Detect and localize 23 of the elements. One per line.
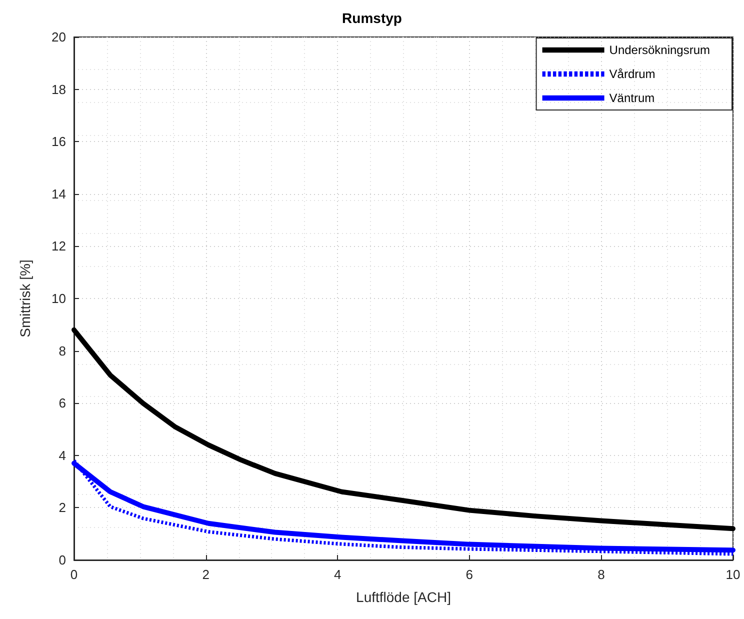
y-tick-label: 18 bbox=[52, 82, 66, 97]
y-axis-title: Smittrisk [%] bbox=[17, 260, 33, 338]
x-tick-label: 8 bbox=[598, 567, 605, 582]
x-tick-label: 0 bbox=[70, 567, 78, 582]
x-axis-title: Luftflöde [ACH] bbox=[356, 589, 451, 605]
x-tick-label: 4 bbox=[334, 567, 342, 582]
y-tick-label: 8 bbox=[58, 343, 66, 358]
chart-title: Rumstyp bbox=[342, 10, 402, 26]
y-tick-label: 12 bbox=[52, 238, 66, 254]
y-tick-label: 2 bbox=[58, 500, 66, 516]
y-tick-label: 10 bbox=[52, 291, 66, 306]
y-tick-label: 4 bbox=[58, 448, 66, 463]
y-tick-label: 14 bbox=[52, 186, 66, 202]
legend-label: Väntrum bbox=[609, 91, 655, 105]
y-tick-label: 20 bbox=[52, 30, 66, 44]
x-tick-label: 6 bbox=[466, 567, 474, 582]
x-tick-label: 10 bbox=[726, 567, 740, 582]
legend-label: Vårdrum bbox=[609, 67, 656, 81]
y-tick-label: 16 bbox=[52, 134, 66, 150]
legend-label: Undersökningsrum bbox=[609, 43, 710, 57]
y-tick-label: 6 bbox=[58, 396, 66, 411]
x-tick-label: 2 bbox=[202, 567, 210, 582]
y-tick-label: 0 bbox=[58, 552, 66, 568]
